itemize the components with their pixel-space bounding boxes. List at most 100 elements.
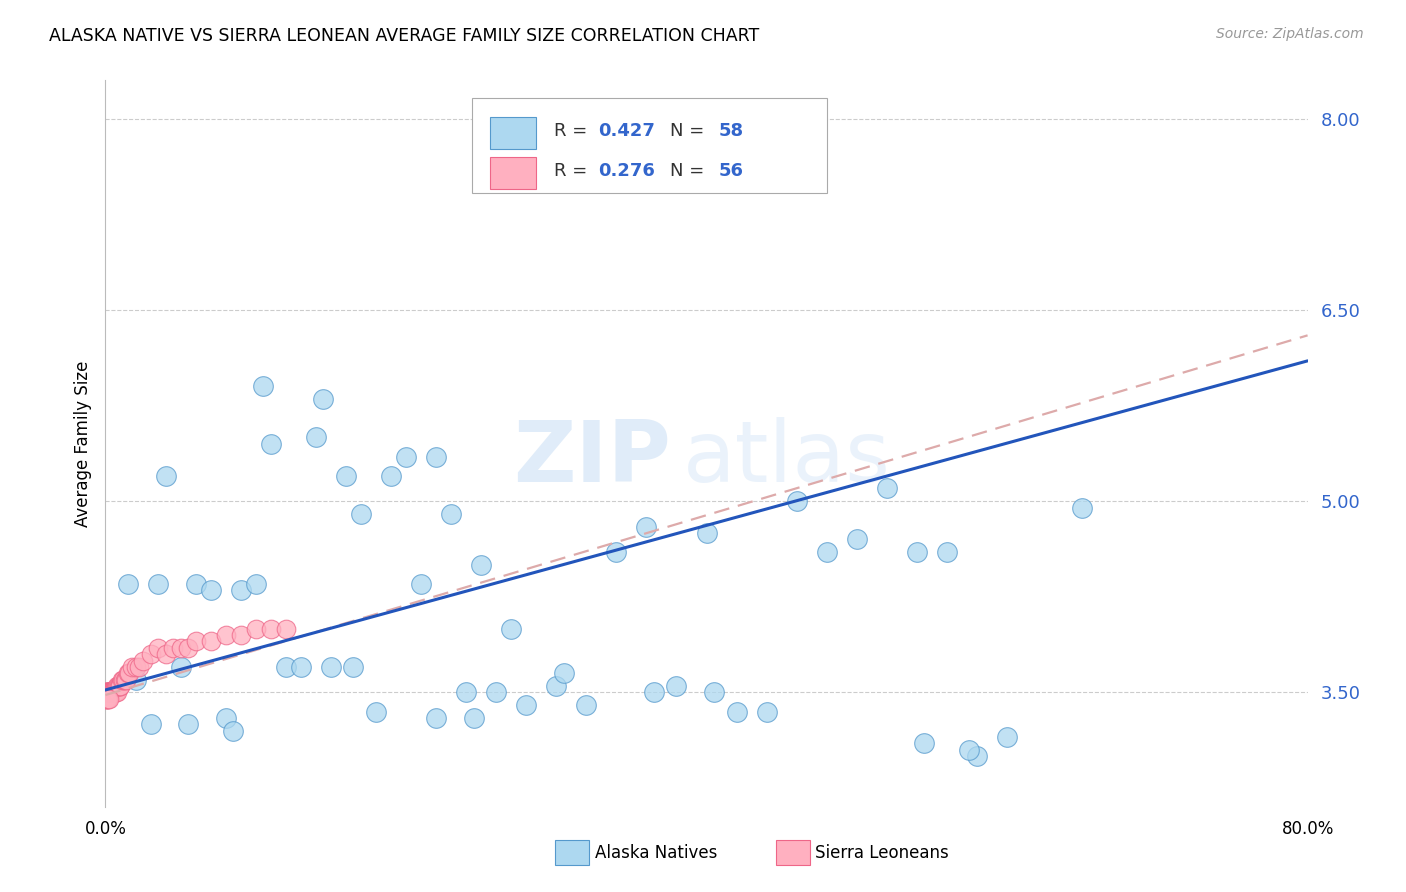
Point: [553, 666, 575, 681]
Point: [117, 577, 139, 591]
Point: [312, 392, 335, 406]
Point: [350, 507, 373, 521]
FancyBboxPatch shape: [472, 98, 827, 193]
Point: [107, 679, 129, 693]
Point: [905, 545, 928, 559]
Point: [229, 628, 252, 642]
Point: [252, 379, 274, 393]
Point: [184, 577, 207, 591]
Point: [132, 654, 155, 668]
Point: [643, 685, 665, 699]
Point: [112, 673, 135, 687]
Point: [245, 577, 267, 591]
Text: R =: R =: [554, 122, 593, 140]
Point: [184, 634, 207, 648]
Text: ZIP: ZIP: [513, 417, 671, 500]
Point: [97, 685, 120, 699]
Point: [169, 660, 191, 674]
Point: [103, 685, 125, 699]
Point: [575, 698, 598, 713]
Point: [364, 705, 387, 719]
Point: [101, 685, 124, 699]
Point: [107, 679, 129, 693]
Point: [425, 450, 447, 464]
Point: [245, 622, 267, 636]
Point: [124, 673, 146, 687]
Point: [97, 685, 120, 699]
Point: [200, 634, 222, 648]
Point: [108, 679, 131, 693]
Point: [703, 685, 725, 699]
Point: [146, 640, 169, 655]
Point: [725, 705, 748, 719]
Point: [485, 685, 508, 699]
Point: [1071, 500, 1094, 515]
Point: [104, 685, 127, 699]
Point: [103, 685, 125, 699]
Point: [100, 685, 122, 699]
Point: [97, 685, 120, 699]
Text: 0.276: 0.276: [599, 162, 655, 180]
Point: [665, 679, 688, 693]
Point: [755, 705, 778, 719]
Point: [463, 711, 485, 725]
Point: [96, 691, 118, 706]
Point: [139, 717, 162, 731]
Text: atlas: atlas: [682, 417, 890, 500]
Point: [380, 468, 402, 483]
FancyBboxPatch shape: [491, 118, 536, 149]
Point: [177, 717, 200, 731]
Point: [110, 679, 132, 693]
Point: [959, 743, 981, 757]
Point: [456, 685, 478, 699]
Point: [470, 558, 492, 572]
Text: N =: N =: [671, 122, 710, 140]
Point: [118, 666, 141, 681]
Point: [696, 526, 718, 541]
Point: [96, 685, 118, 699]
Text: Source: ZipAtlas.com: Source: ZipAtlas.com: [1216, 27, 1364, 41]
Point: [101, 685, 124, 699]
Point: [229, 583, 252, 598]
Point: [121, 660, 143, 674]
Point: [395, 450, 418, 464]
Point: [995, 730, 1018, 744]
Point: [98, 685, 121, 699]
Point: [97, 691, 120, 706]
Point: [200, 583, 222, 598]
Point: [128, 660, 150, 674]
Point: [104, 685, 127, 699]
Point: [124, 660, 146, 674]
Point: [319, 660, 342, 674]
Point: [100, 685, 122, 699]
Text: 56: 56: [718, 162, 744, 180]
Point: [290, 660, 312, 674]
Text: ALASKA NATIVE VS SIERRA LEONEAN AVERAGE FAMILY SIZE CORRELATION CHART: ALASKA NATIVE VS SIERRA LEONEAN AVERAGE …: [49, 27, 759, 45]
Point: [214, 711, 236, 725]
Point: [139, 647, 162, 661]
Point: [342, 660, 364, 674]
Point: [501, 622, 523, 636]
Point: [222, 723, 245, 738]
Point: [966, 749, 988, 764]
Text: 0.427: 0.427: [599, 122, 655, 140]
Point: [815, 545, 838, 559]
Point: [162, 640, 184, 655]
Point: [117, 666, 139, 681]
Text: R =: R =: [554, 162, 593, 180]
Point: [96, 685, 118, 699]
Point: [100, 685, 122, 699]
Text: N =: N =: [671, 162, 710, 180]
FancyBboxPatch shape: [491, 157, 536, 189]
Point: [786, 494, 808, 508]
Text: Alaska Natives: Alaska Natives: [595, 844, 717, 862]
Point: [114, 673, 136, 687]
Point: [260, 622, 283, 636]
Point: [305, 430, 328, 444]
Point: [274, 622, 297, 636]
Point: [845, 533, 868, 547]
Point: [260, 437, 283, 451]
Point: [98, 685, 121, 699]
Point: [440, 507, 463, 521]
Point: [177, 640, 200, 655]
